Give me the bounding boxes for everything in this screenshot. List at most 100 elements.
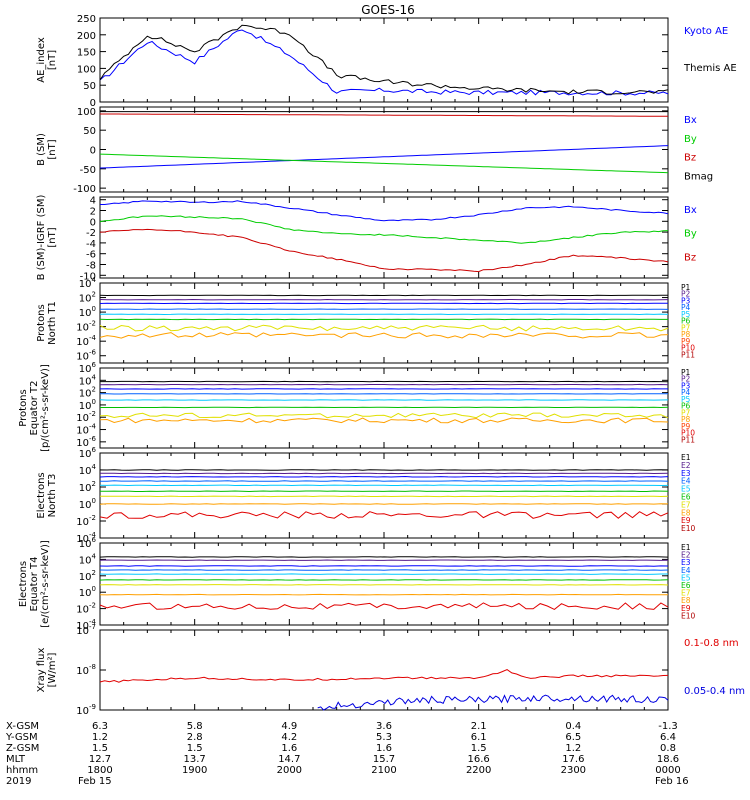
y-tick-label: -8 [86, 261, 96, 272]
legend-entry: E9 [681, 604, 691, 613]
channel-line [100, 480, 669, 482]
y-tick-label: 0 [90, 98, 96, 109]
row-value: 1.5 [471, 743, 487, 754]
y-tick-label: 106 [79, 446, 97, 460]
legend-entry: P7 [681, 408, 691, 417]
row-value: 4.9 [281, 721, 297, 732]
row-value: 6.3 [92, 721, 108, 732]
y-tick-label: 100 [79, 585, 96, 599]
legend-entry: Kyoto AE [684, 26, 728, 37]
time-tick-label: 2300 [561, 765, 586, 776]
y-tick-label: 104 [79, 552, 97, 566]
row-value: 1.5 [92, 743, 108, 754]
y-tick-label: 2 [90, 207, 96, 218]
row-value: 5.8 [187, 721, 203, 732]
legend-entry: E6 [681, 581, 691, 590]
y-tick-label: 100 [79, 497, 96, 511]
legend-entry: P4 [681, 303, 691, 312]
y-tick-label: 10-4 [76, 531, 96, 545]
channel-line [99, 593, 669, 596]
row-value: 18.6 [657, 754, 679, 765]
row-value: 1.5 [187, 743, 203, 754]
panel-bsm: 100 50 0 -50 -100 B (SM)[nT] Bx By Bz Bmag [36, 106, 713, 195]
series-line [99, 29, 669, 96]
y-tick-label: 10-6 [76, 435, 96, 449]
row-value: 6.4 [660, 732, 676, 743]
channel-line [99, 469, 669, 471]
y-tick-label: 10-4 [76, 618, 96, 632]
y-axis-label: ProtonsNorth T1 [36, 301, 58, 345]
legend-entry: E2 [681, 551, 691, 560]
y-tick-label: -100 [73, 184, 96, 195]
y-tick-label: 100 [79, 305, 96, 319]
legend-entry: E3 [681, 469, 691, 478]
row-value: 0.4 [565, 721, 581, 732]
row-value: 1.6 [281, 743, 297, 754]
legend-entry: E10 [681, 611, 696, 620]
series-line [99, 669, 669, 683]
legend-entry: E1 [681, 453, 691, 462]
panel-frame [99, 452, 669, 539]
y-tick-label: 200 [77, 31, 96, 42]
legend-entry: P6 [681, 317, 691, 326]
y-tick-label: 10-2 [76, 514, 96, 528]
legend-entry: By [684, 134, 697, 145]
legend-entry: P5 [681, 395, 691, 404]
y-axis-label: ProtonsEquator T2[p/(cm²-s-sr-keV)] [18, 364, 51, 452]
row-value: 1.2 [92, 732, 108, 743]
channel-line [99, 472, 669, 475]
y-tick-label: 104 [79, 373, 97, 387]
channel-line [99, 324, 669, 332]
legend-entry: P3 [681, 381, 691, 390]
date-right: Feb 16 [655, 776, 689, 787]
row-value: 4.2 [281, 732, 297, 743]
series-line [99, 145, 669, 169]
legend-entry: E9 [681, 516, 691, 525]
y-axis-label: AE_index[nT] [36, 37, 58, 83]
channel-line [99, 412, 669, 419]
legend-entry: E8 [681, 508, 691, 517]
channel-line [99, 573, 668, 575]
y-tick-label: 50 [83, 126, 96, 137]
y-tick-label: 104 [79, 276, 97, 290]
legend-entry: P8 [681, 415, 691, 424]
y-tick-label: 10-7 [76, 623, 96, 637]
y-tick-label: 0 [90, 146, 96, 157]
y-axis-label: ElectronsNorth T3 [36, 472, 58, 518]
legend-entry: P11 [681, 350, 695, 359]
y-tick-label: 106 [79, 361, 97, 375]
row-label: Y-GSM [5, 732, 38, 743]
y-tick-label: 10-9 [76, 703, 96, 717]
legend-entry: Bz [684, 252, 696, 263]
channel-line [99, 490, 669, 493]
y-axis-label: B (SM)-IGRF (SM)[nT] [36, 195, 58, 281]
row-value: 1.2 [565, 743, 581, 754]
legend-entry: P7 [681, 323, 691, 332]
chart-title: GOES-16 [361, 3, 415, 17]
row-value: 0.8 [660, 743, 676, 754]
panel-frame [99, 629, 669, 711]
time-tick-label: 1900 [182, 765, 207, 776]
legend-entry: E2 [681, 461, 691, 470]
y-tick-label: -50 [80, 165, 96, 176]
y-tick-label: 250 [77, 14, 96, 25]
legend-entry: P6 [681, 402, 691, 411]
y-tick-label: -10 [80, 271, 96, 282]
channel-line [99, 565, 669, 567]
channel-line [99, 495, 669, 498]
y-tick-label: 150 [77, 48, 96, 59]
y-tick-label: 10-2 [76, 602, 96, 616]
y-tick-label: 102 [79, 291, 96, 305]
legend-entry: Bx [684, 205, 697, 216]
y-tick-label: -2 [86, 228, 96, 239]
legend-entry: E4 [681, 477, 691, 486]
panel-ae: 0 50 100 150 200 250 AE_index[nT] Kyoto AE Themi… [36, 14, 737, 109]
legend-entry: P9 [681, 422, 691, 431]
series-line [100, 113, 668, 117]
channel-line [99, 484, 669, 487]
y-tick-label: -4 [86, 239, 96, 250]
legend-entry: E3 [681, 558, 691, 567]
y-tick-label: 10-2 [76, 320, 96, 334]
